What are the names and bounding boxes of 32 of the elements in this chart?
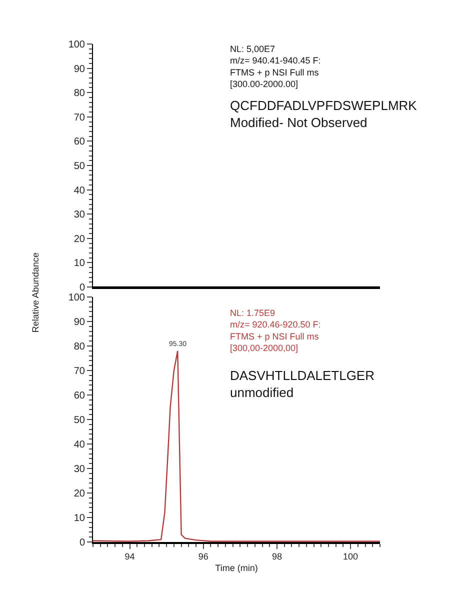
y-tick-label: 80 xyxy=(74,342,86,352)
y-tick-label: 0 xyxy=(79,538,86,548)
y-tick-label: 10 xyxy=(74,258,86,270)
y-tick-label: 40 xyxy=(74,185,86,196)
y-tick-label: 30 xyxy=(74,464,86,475)
y-tick-label: 90 xyxy=(74,317,86,328)
y-tick-label: 90 xyxy=(74,64,86,75)
annotation: QCFDDFADLVPFDSWEPLMRK Modified- Not Observed xyxy=(230,98,418,130)
y-tick-label: 70 xyxy=(74,366,86,377)
x-tick-label: 98 xyxy=(272,552,282,562)
y-tick-label: 0 xyxy=(79,282,86,294)
y-tick-label: 10 xyxy=(74,513,86,524)
y-tick-label: 30 xyxy=(74,210,86,221)
y-tick-label: 60 xyxy=(74,390,86,402)
x-tick-label: 100 xyxy=(343,552,358,562)
y-tick-label: 40 xyxy=(74,440,86,450)
y-tick-label: 100 xyxy=(68,292,86,304)
y-tick-label: 20 xyxy=(74,234,86,245)
x-tick-label: 94 xyxy=(124,552,135,562)
annotation: NL: 1.75E9 m/z= 920.46-920.50 F: FTMS + p NSI Full ms [300,00-2000,00] xyxy=(230,308,321,354)
y-tick-label: 50 xyxy=(74,161,86,172)
y-tick-label: 100 xyxy=(68,40,86,50)
y-tick-label: 50 xyxy=(74,415,86,426)
annotation: NL: 5,00E7 m/z= 940.41-940.45 F: FTMS + p NSI Full ms [300.00-2000.00] xyxy=(230,44,321,90)
annotation: DASVHTLLDALETLGER unmodified xyxy=(230,368,374,400)
x-tick-label: 96 xyxy=(198,552,208,562)
y-tick-label: 80 xyxy=(74,88,86,100)
y-axis-title: Relative Abundance xyxy=(30,252,41,333)
y-tick-label: 60 xyxy=(74,136,86,148)
y-tick-label: 70 xyxy=(74,112,86,124)
y-tick-label: 20 xyxy=(74,488,86,500)
x-axis-title: Time (min) xyxy=(215,562,258,573)
